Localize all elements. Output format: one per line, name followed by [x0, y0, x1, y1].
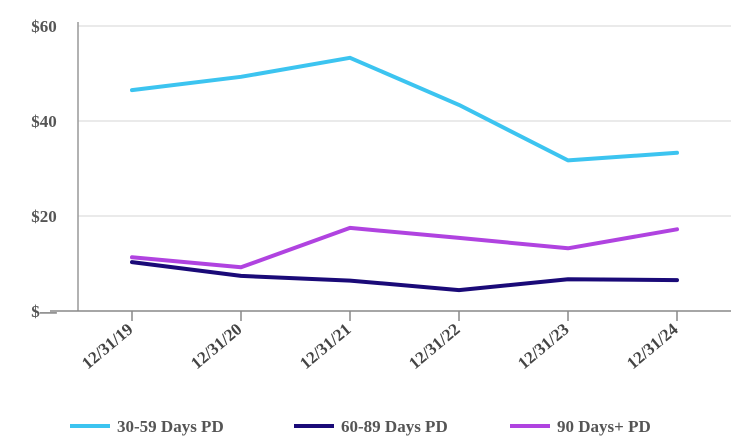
- x-tick-label: 12/31/23: [514, 320, 573, 373]
- legend: 30-59 Days PD 60-89 Days PD 90 Days+ PD: [70, 417, 651, 436]
- legend-label-1: 30-59 Days PD: [117, 417, 224, 436]
- series-layer: [130, 55, 679, 293]
- series-line-3: [130, 225, 679, 270]
- y-tick-label: $20: [31, 207, 57, 226]
- x-tick-label: 12/31/20: [187, 320, 246, 373]
- legend-label-3: 90 Days+ PD: [557, 417, 651, 436]
- grid-layer: [78, 25, 731, 217]
- y-tick-label: $60: [31, 17, 57, 36]
- y-tick-label: $—: [31, 302, 58, 321]
- x-tick-label: 12/31/24: [623, 319, 682, 373]
- series-line-2: [130, 260, 679, 293]
- x-tick-label: 12/31/22: [405, 320, 464, 373]
- series-line-1: [130, 55, 679, 163]
- legend-label-2: 60-89 Days PD: [341, 417, 448, 436]
- x-tick-label: 12/31/19: [78, 320, 137, 373]
- y-tick-label: $40: [31, 112, 57, 131]
- x-tick-label: 12/31/21: [296, 320, 355, 373]
